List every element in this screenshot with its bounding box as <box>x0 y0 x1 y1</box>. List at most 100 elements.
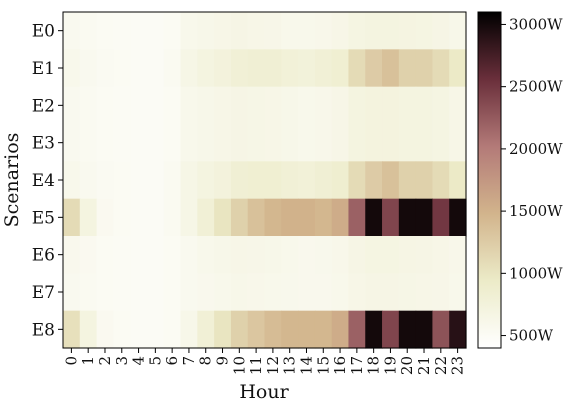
heatmap-cell <box>180 124 198 162</box>
heatmap-cell <box>432 236 450 274</box>
heatmap-cell <box>449 161 467 200</box>
heatmap-cell <box>130 12 148 50</box>
heatmap-cell <box>331 236 350 274</box>
heatmap-cell <box>348 86 366 125</box>
y-tick-label: E5 <box>32 208 55 228</box>
x-tick-label: 9 <box>214 356 232 366</box>
x-axis-label: Hour <box>239 381 289 403</box>
x-tick-label: 7 <box>180 356 198 366</box>
heatmap-cell <box>298 161 316 200</box>
heatmap-cell <box>214 124 232 162</box>
heatmap-cell <box>298 12 316 50</box>
x-tick-label: 10 <box>230 356 248 375</box>
heatmap-cell <box>63 12 81 50</box>
heatmap-cell <box>96 49 114 88</box>
heatmap-cell <box>415 86 434 125</box>
heatmap-cell <box>415 49 434 88</box>
heatmap-cell <box>230 12 249 50</box>
y-tick-label: E1 <box>32 59 55 79</box>
heatmap-cell <box>382 49 400 88</box>
heatmap-cell <box>281 198 299 237</box>
heatmap-cell <box>146 49 165 88</box>
heatmap-cell <box>281 161 299 200</box>
heatmap-cell <box>197 12 215 50</box>
heatmap-cell <box>432 273 450 312</box>
heatmap-cell <box>415 236 434 274</box>
heatmap-cell <box>230 161 249 200</box>
heatmap-cell <box>63 198 81 237</box>
heatmap-cell <box>163 273 182 312</box>
x-tick-label: 5 <box>146 356 164 366</box>
heatmap-cell <box>331 49 350 88</box>
heatmap-cell <box>281 86 299 125</box>
heatmap-cell <box>432 198 450 237</box>
heatmap-cell <box>146 236 165 274</box>
heatmap-cell <box>247 12 266 50</box>
heatmap-cell <box>331 310 350 349</box>
heatmap-cell <box>130 161 148 200</box>
heatmap-cell <box>298 273 316 312</box>
heatmap-cell <box>348 124 366 162</box>
heatmap-cell <box>382 198 400 237</box>
heatmap-cell <box>63 161 81 200</box>
heatmap-cell <box>63 124 81 162</box>
heatmap-cell <box>415 273 434 312</box>
heatmap-cell <box>113 198 131 237</box>
heatmap-cell <box>247 236 266 274</box>
heatmap-cell <box>180 198 198 237</box>
heatmap-cell <box>96 273 114 312</box>
heatmap-cell <box>130 273 148 312</box>
heatmap-cell <box>163 161 182 200</box>
heatmap-cell <box>449 236 467 274</box>
heatmap-cells <box>63 12 467 349</box>
heatmap-cell <box>230 236 249 274</box>
heatmap-cell <box>214 198 232 237</box>
heatmap-cell <box>398 12 417 50</box>
heatmap-cell <box>146 310 165 349</box>
heatmap-cell <box>398 273 417 312</box>
heatmap-cell <box>96 86 114 125</box>
heatmap-cell <box>230 310 249 349</box>
heatmap-cell <box>113 49 131 88</box>
heatmap-cell <box>197 198 215 237</box>
heatmap-cell <box>79 124 98 162</box>
heatmap-cell <box>63 236 81 274</box>
x-tick-label: 18 <box>365 356 383 375</box>
heatmap-cell <box>113 86 131 125</box>
heatmap-cell <box>449 273 467 312</box>
heatmap-cell <box>247 49 266 88</box>
heatmap-cell <box>415 198 434 237</box>
heatmap-cell <box>230 198 249 237</box>
heatmap-cell <box>130 86 148 125</box>
heatmap-cell <box>180 310 198 349</box>
heatmap-cell <box>314 12 333 50</box>
x-tick-label: 2 <box>96 356 114 366</box>
heatmap-cell <box>214 161 232 200</box>
heatmap-cell <box>365 124 383 162</box>
heatmap-cell <box>314 124 333 162</box>
heatmap-cell <box>365 198 383 237</box>
heatmap-cell <box>130 198 148 237</box>
heatmap-cell <box>449 49 467 88</box>
heatmap-cell <box>281 236 299 274</box>
colorbar-ticks: 500W 1000W 1500W 2000W 2500W 3000W <box>501 15 563 345</box>
heatmap-cell <box>146 198 165 237</box>
heatmap-cell <box>415 12 434 50</box>
heatmap-cell <box>398 161 417 200</box>
heatmap-cell <box>130 124 148 162</box>
heatmap-cell <box>314 310 333 349</box>
heatmap-cell <box>146 86 165 125</box>
heatmap-cell <box>382 161 400 200</box>
heatmap-cell <box>96 161 114 200</box>
heatmap-cell <box>331 273 350 312</box>
heatmap-cell <box>180 161 198 200</box>
y-tick-label: E7 <box>32 283 55 303</box>
heatmap-cell <box>382 86 400 125</box>
heatmap-cell <box>247 124 266 162</box>
heatmap-cell <box>432 124 450 162</box>
heatmap-cell <box>214 49 232 88</box>
heatmap-cell <box>180 49 198 88</box>
heatmap-cell <box>382 310 400 349</box>
heatmap-cell <box>348 310 366 349</box>
heatmap-cell <box>214 12 232 50</box>
